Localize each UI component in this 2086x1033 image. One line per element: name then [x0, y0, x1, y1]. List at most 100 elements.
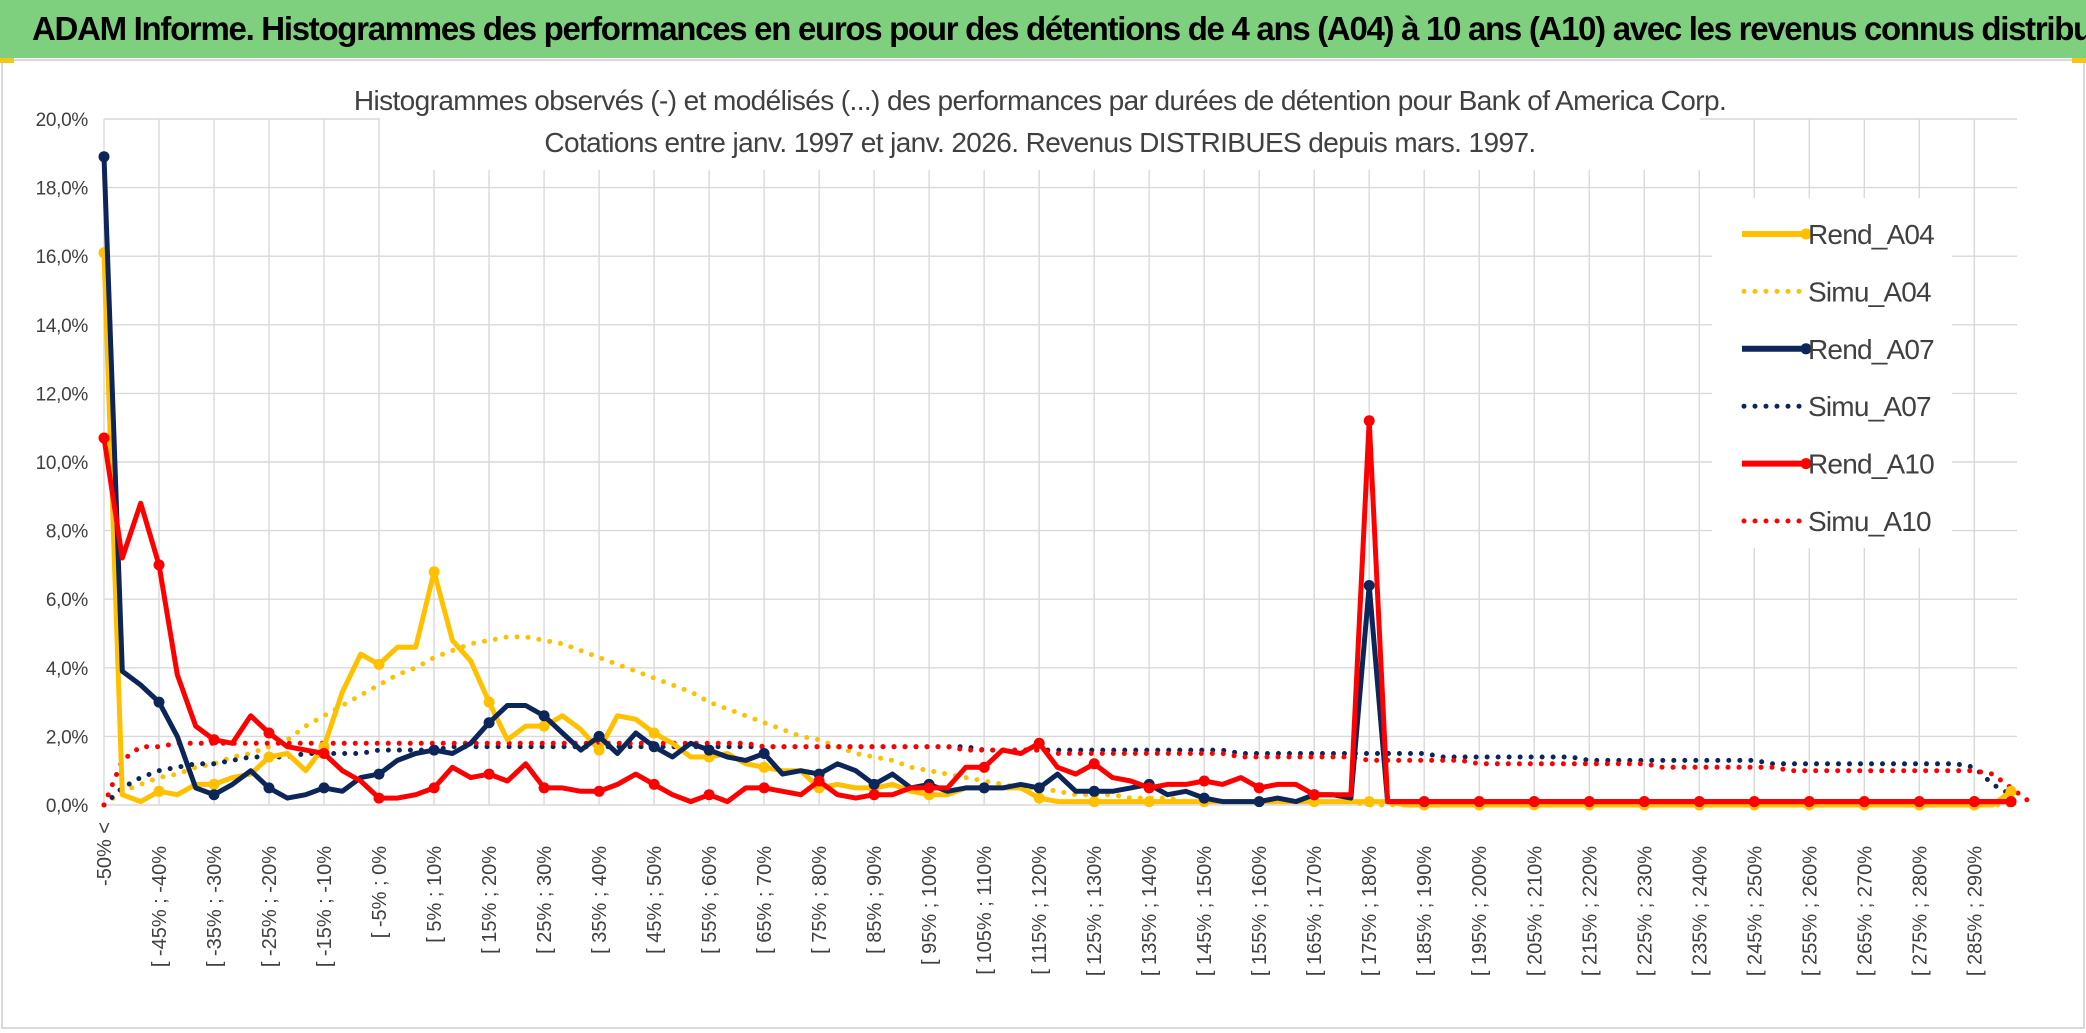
- y-tick-label: 0,0%: [46, 796, 89, 817]
- data-point: [1198, 775, 1210, 787]
- data-point: [1033, 792, 1045, 804]
- x-tick-label: [ 135% ; 140%: [1139, 846, 1161, 976]
- data-point: [1968, 796, 1980, 808]
- x-tick-label: [ 215% ; 220%: [1579, 846, 1601, 976]
- data-point: [1308, 789, 1320, 801]
- x-tick-label: [ -35% ; -30%: [204, 846, 226, 967]
- x-tick-label: [ 145% ; 150%: [1194, 846, 1216, 976]
- data-point: [98, 432, 110, 444]
- x-tick-label: [ 175% ; 180%: [1359, 846, 1381, 976]
- chart-title: Histogrammes observés (-) et modélisés (…: [354, 85, 1726, 116]
- x-tick-label: [ 225% ; 230%: [1634, 846, 1656, 976]
- x-tick-label: [ 205% ; 210%: [1524, 846, 1546, 976]
- data-point: [1033, 782, 1045, 794]
- data-point: [1088, 796, 1100, 808]
- data-point: [1528, 796, 1540, 808]
- data-point: [813, 775, 825, 787]
- x-tick-label: [ 65% ; 70%: [754, 846, 776, 954]
- x-tick-label: [ -25% ; -20%: [259, 846, 281, 967]
- data-point: [593, 744, 605, 756]
- data-point: [1143, 782, 1155, 794]
- data-point: [648, 741, 660, 753]
- data-point: [208, 734, 220, 746]
- series-simu-a10: [101, 740, 2032, 808]
- x-tick-label: [ 5% ; 10%: [424, 846, 446, 943]
- y-tick-label: 12,0%: [36, 384, 89, 405]
- legend-marker: [1800, 343, 1812, 355]
- data-point: [538, 782, 550, 794]
- data-point: [428, 744, 440, 756]
- x-tick-label: [ -45% ; -40%: [149, 846, 171, 967]
- data-point: [1253, 782, 1265, 794]
- x-tick-label: [ -5% ; 0%: [369, 846, 391, 938]
- legend-item-simu-a10: Simu_A10: [1741, 506, 1932, 537]
- data-point: [1638, 796, 1650, 808]
- data-point: [758, 748, 770, 759]
- data-point: [758, 761, 770, 773]
- data-point: [483, 696, 495, 708]
- legend-label: Rend_A04: [1808, 219, 1934, 250]
- legend-item-rend-a07: Rend_A07: [1742, 334, 1935, 365]
- legend-label: Simu_A04: [1808, 276, 1931, 307]
- data-point: [263, 751, 275, 763]
- x-tick-label: [ 45% ; 50%: [644, 846, 666, 954]
- gridlines: [103, 118, 2017, 806]
- y-tick-label: 4,0%: [46, 659, 89, 680]
- data-point: [538, 710, 550, 722]
- legend-item-simu-a07: Simu_A07: [1741, 391, 1932, 422]
- data-point: [1088, 758, 1100, 770]
- data-point: [593, 730, 605, 742]
- data-point: [373, 768, 385, 780]
- series-simu-a04: [101, 634, 2014, 808]
- legend-label: Simu_A07: [1808, 391, 1931, 422]
- data-point: [263, 782, 275, 794]
- legend: Rend_A04 Simu_A04 Rend_A07 Simu_A07 Rend_A10…: [1712, 198, 1952, 548]
- data-point: [758, 782, 770, 794]
- x-tick-label: [ 255% ; 260%: [1799, 846, 1821, 976]
- data-point: [153, 559, 165, 571]
- data-point: [703, 789, 715, 801]
- data-point: [2005, 785, 2017, 797]
- legend-marker: [1800, 228, 1812, 240]
- data-point: [648, 778, 660, 790]
- data-point: [1693, 796, 1705, 808]
- y-tick-label: 6,0%: [46, 590, 89, 611]
- chart-corner-tr: [2072, 58, 2086, 63]
- data-point: [208, 789, 220, 801]
- data-point: [703, 744, 715, 756]
- data-point: [1418, 796, 1430, 808]
- data-point: [1088, 785, 1100, 797]
- legend-background: [1712, 198, 1952, 548]
- data-point: [1748, 796, 1760, 808]
- chart-title-group: Histogrammes observés (-) et modélisés (…: [354, 80, 1727, 170]
- data-point: [923, 782, 935, 794]
- data-point: [428, 566, 440, 578]
- x-tick-label: [ 155% ; 160%: [1249, 846, 1271, 976]
- series-line-simu-a10: [101, 740, 2032, 808]
- x-tick-label: [ 85% ; 90%: [864, 846, 886, 954]
- chart-subtitle: Cotations entre janv. 1997 et janv. 2026…: [544, 127, 1535, 158]
- data-point: [428, 782, 440, 794]
- data-point: [978, 761, 990, 773]
- data-point: [153, 785, 165, 797]
- data-point: [1363, 796, 1375, 808]
- data-point: [1473, 796, 1485, 808]
- data-point: [263, 727, 275, 739]
- data-point: [208, 778, 220, 790]
- y-tick-label: 8,0%: [46, 522, 89, 543]
- data-point: [1363, 415, 1375, 427]
- legend-label: Rend_A10: [1808, 449, 1934, 480]
- x-axis-ticks: -50% < [ -45% ; -40% [ -35% ; -30% [ -25% ;…: [94, 822, 1986, 976]
- data-point: [153, 696, 165, 708]
- banner-title: ADAM Informe. Histogrammes des performan…: [32, 10, 2086, 47]
- banner: ADAM Informe. Histogrammes des performan…: [0, 0, 2086, 58]
- series-lines: [98, 151, 2032, 811]
- data-point: [1803, 796, 1815, 808]
- y-tick-label: 20,0%: [36, 110, 89, 131]
- data-point: [1253, 796, 1265, 808]
- x-tick-label: [ 75% ; 80%: [809, 846, 831, 954]
- data-point: [98, 151, 110, 163]
- x-tick-label: [ -15% ; -10%: [314, 846, 336, 967]
- data-point: [318, 782, 330, 794]
- x-tick-label: -50% <: [94, 822, 116, 886]
